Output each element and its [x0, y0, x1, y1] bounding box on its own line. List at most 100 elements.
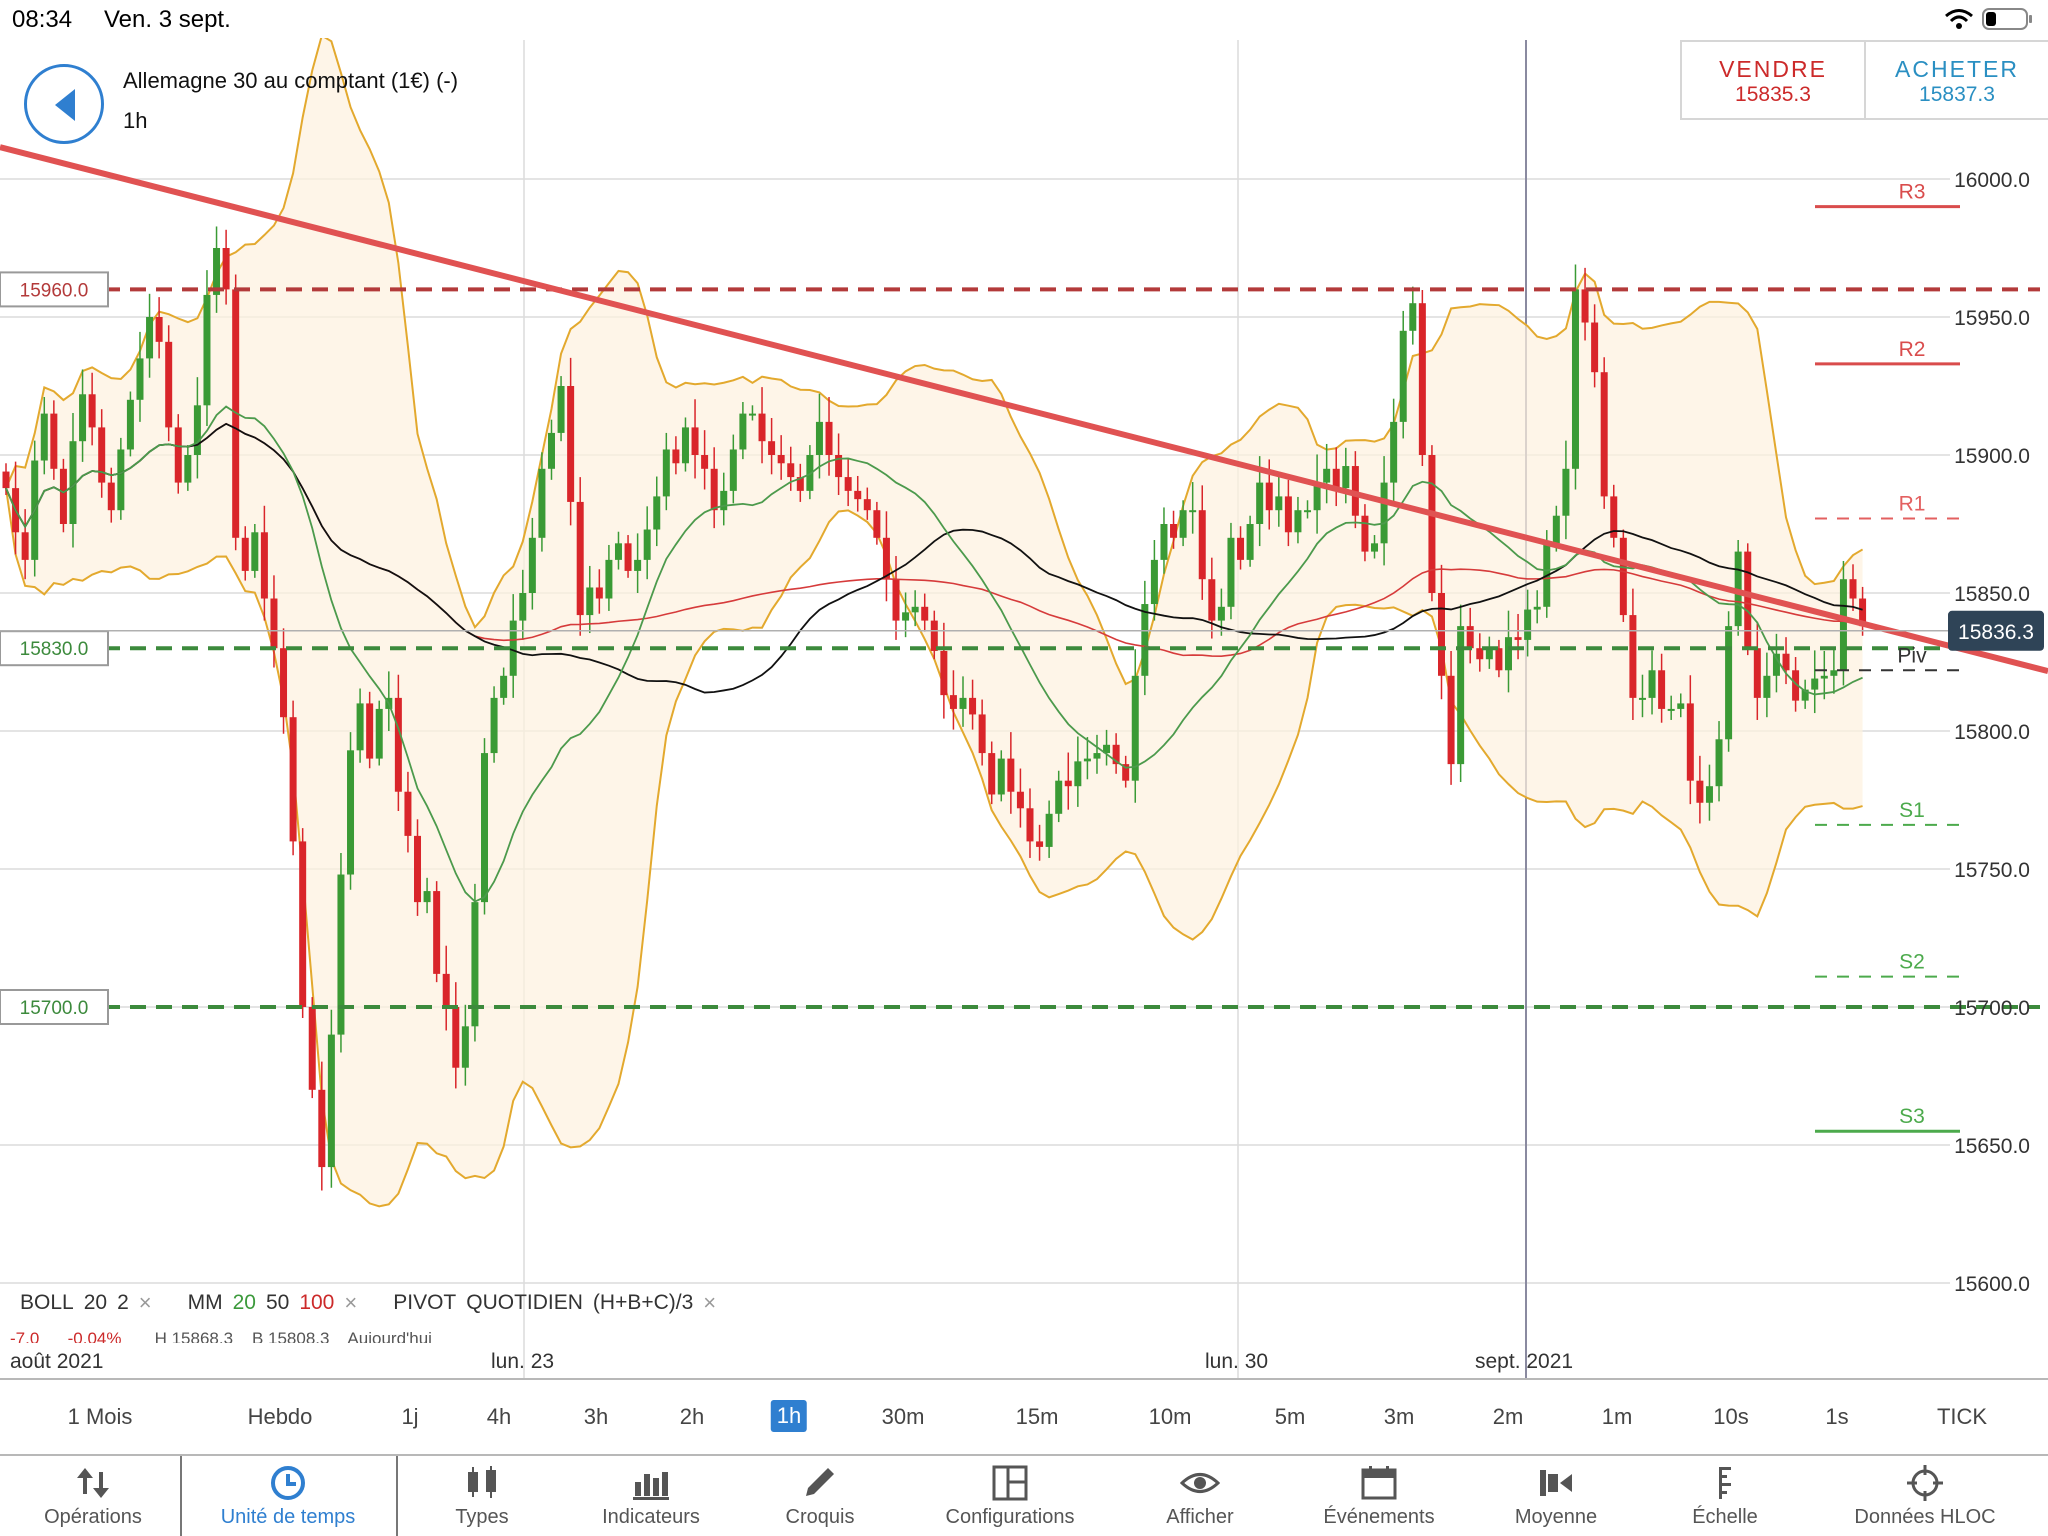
back-arrow-icon	[55, 89, 75, 121]
candle-body	[1485, 648, 1493, 660]
candle	[586, 565, 594, 634]
candle-body	[356, 703, 364, 751]
change-value: -7.0	[10, 1329, 40, 1343]
candle	[433, 881, 441, 983]
remove-pivot-icon[interactable]: ×	[703, 1290, 717, 1315]
candle	[1428, 445, 1436, 602]
toolbar-sketch[interactable]: Croquis	[760, 1456, 880, 1536]
candle	[500, 667, 508, 705]
remove-boll-icon[interactable]: ×	[138, 1290, 152, 1315]
tf-1j[interactable]: 1j	[401, 1404, 419, 1429]
tf-2h[interactable]: 2h	[679, 1404, 705, 1429]
toolbar-display[interactable]: Afficher	[1140, 1456, 1260, 1536]
tf-4h[interactable]: 4h	[486, 1404, 512, 1429]
candle-body	[1170, 524, 1178, 538]
candle-body	[576, 501, 584, 616]
tf-30m[interactable]: 30m	[881, 1404, 925, 1429]
tf-1h[interactable]: 1h	[770, 1400, 808, 1432]
toolbar-indicators[interactable]: Indicateurs	[581, 1456, 721, 1536]
candle	[911, 590, 919, 627]
change-percent: -0.04%	[67, 1329, 122, 1343]
candle	[1361, 504, 1369, 562]
toolbar-hloc[interactable]: Données HLOC	[1840, 1456, 2010, 1536]
remove-mm-icon[interactable]: ×	[344, 1290, 358, 1315]
tf-15m[interactable]: 15m	[1015, 1404, 1059, 1429]
candle	[1514, 613, 1522, 660]
y-tick-label: 15650.0	[1954, 1135, 2030, 1158]
sell-button[interactable]: VENDRE 15835.3	[1682, 42, 1864, 118]
tf-5m[interactable]: 5m	[1274, 1404, 1306, 1429]
candle-body	[394, 697, 402, 792]
candle	[1524, 589, 1532, 657]
candle	[50, 400, 58, 480]
price-chart[interactable]: 15960.0 15830.0 15700.0 R3 R2 R1 Piv S1 S2 S3 1600…	[0, 38, 2048, 1380]
candle-body	[1256, 482, 1264, 524]
tf-3h[interactable]: 3h	[583, 1404, 609, 1429]
candle	[1237, 526, 1245, 570]
candle-body	[1457, 626, 1465, 765]
level-label: 15960.0	[20, 280, 89, 301]
status-icons	[1944, 6, 2034, 32]
candle-body	[481, 753, 488, 903]
candle	[1830, 648, 1838, 694]
y-tick-label: 16000.0	[1954, 169, 2030, 192]
tf-10m[interactable]: 10m	[1148, 1404, 1192, 1429]
tf-1mois[interactable]: 1 Mois	[67, 1404, 133, 1429]
toolbar-timeunit[interactable]: Unité de temps	[198, 1456, 378, 1536]
candle	[1380, 456, 1388, 566]
tf-2m[interactable]: 2m	[1492, 1404, 1524, 1429]
y-tick-label: 15850.0	[1954, 583, 2030, 606]
candle-body	[222, 248, 230, 290]
candle	[1103, 729, 1111, 766]
axis-divider	[0, 1378, 2048, 1380]
time-label-lun23: lun. 23	[491, 1350, 555, 1373]
toolbar-average[interactable]: Moyenne	[1496, 1456, 1616, 1536]
candle	[1839, 560, 1847, 686]
candle	[1170, 510, 1178, 549]
candle-body	[289, 717, 297, 842]
candle-body	[241, 537, 249, 571]
candle-body	[1830, 670, 1838, 676]
legend-pivot[interactable]: PIVOT	[393, 1291, 457, 1314]
tf-10s[interactable]: 10s	[1713, 1404, 1749, 1429]
back-button[interactable]	[24, 64, 104, 144]
candle	[21, 509, 29, 580]
candle-body	[203, 294, 211, 406]
layout-icon	[992, 1465, 1028, 1501]
toolbar-configurations[interactable]: Configurations	[930, 1456, 1090, 1536]
tf-3m[interactable]: 3m	[1383, 1404, 1415, 1429]
tf-1m[interactable]: 1m	[1601, 1404, 1633, 1429]
candle	[748, 405, 756, 421]
tf-tick[interactable]: TICK	[1936, 1404, 1988, 1429]
legend-mm[interactable]: MM	[187, 1291, 223, 1314]
candle	[452, 982, 460, 1089]
toolbar-divider	[180, 1456, 182, 1536]
toolbar-operations[interactable]: Opérations	[13, 1456, 173, 1536]
level-tag	[0, 989, 109, 1025]
candle	[222, 229, 230, 305]
candle	[88, 372, 96, 446]
candle	[423, 877, 431, 914]
pivot-label-s1: S1	[1899, 799, 1925, 822]
candle	[1753, 621, 1761, 720]
time-label-sept: sept. 2021	[1475, 1350, 1574, 1373]
legend-boll[interactable]: BOLL	[20, 1291, 74, 1314]
tf-hebdo[interactable]: Hebdo	[247, 1404, 313, 1429]
candle-body	[404, 791, 412, 836]
candle-body	[21, 532, 29, 560]
candle	[701, 430, 709, 490]
candle	[835, 433, 843, 496]
toolbar-scale[interactable]: Échelle	[1665, 1456, 1785, 1536]
candle-body	[337, 874, 345, 1035]
toolbar-types[interactable]: Types	[422, 1456, 542, 1536]
candle-body	[729, 449, 737, 491]
arrows-updown-icon	[77, 1468, 109, 1498]
candle	[270, 575, 278, 668]
candle-body	[1658, 670, 1666, 709]
candle-body	[634, 559, 642, 571]
candle-body	[653, 496, 661, 530]
toolbar-events[interactable]: Événements	[1299, 1456, 1459, 1536]
candle	[251, 524, 259, 578]
tf-1s[interactable]: 1s	[1825, 1404, 1849, 1429]
buy-button[interactable]: ACHETER 15837.3	[1864, 42, 2048, 118]
